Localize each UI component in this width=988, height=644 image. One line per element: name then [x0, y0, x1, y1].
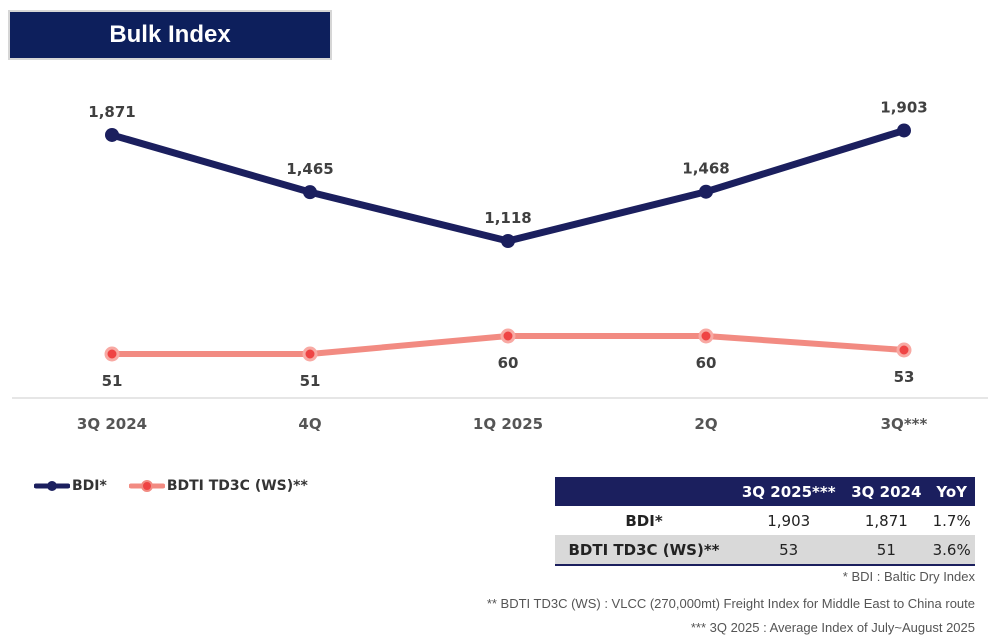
row-header: BDI*: [625, 511, 663, 530]
legend-label: BDTI TD3C (WS)**: [166, 478, 308, 494]
data-point: [104, 346, 120, 362]
page-title: Bulk Index: [8, 10, 332, 60]
legend-label: BDI*: [72, 478, 107, 494]
header-cell: 3Q 2025***: [733, 477, 845, 506]
table-row: BDTI TD3C (WS)** 53 51 3.6%: [555, 535, 975, 566]
line-chart: 3Q 2024 4Q 1Q 2025 2Q 3Q*** 1,871 1,465 1,118 1,…: [12, 98, 988, 433]
x-tick-label: 2Q: [694, 415, 717, 433]
data-label: 60: [498, 354, 519, 372]
legend-bdti-icon: [128, 480, 165, 492]
footnote: * BDI : Baltic Dry Index: [842, 569, 975, 584]
header-cell: 3Q 2024: [844, 477, 929, 506]
cell: 53: [733, 535, 845, 566]
x-tick-label: 4Q: [298, 415, 321, 433]
data-point: [105, 127, 119, 142]
cell: 1,871: [864, 511, 908, 530]
data-point: [897, 123, 911, 138]
footnote: ** BDTI TD3C (WS) : VLCC (270,000mt) Fre…: [486, 596, 975, 611]
legend-item-bdi: BDI*: [34, 478, 107, 494]
data-label: 53: [894, 368, 915, 386]
data-point: [896, 342, 912, 358]
x-tick-label: 3Q 2024: [77, 415, 147, 433]
summary-table: 3Q 2025*** 3Q 2024 YoY BDI* 1,903 1,871 1.7% …: [555, 477, 975, 566]
cell: 1,903: [767, 511, 811, 530]
cell: 3.6%: [928, 535, 975, 566]
data-point: [698, 328, 714, 344]
data-point: [303, 185, 317, 200]
data-point: [302, 346, 318, 362]
data-label: 1,118: [484, 209, 531, 227]
data-point: [501, 234, 515, 248]
cell: 51: [844, 535, 929, 566]
data-point: [699, 184, 713, 199]
footnote: *** 3Q 2025 : Average Index of July~Augu…: [690, 620, 975, 635]
data-label: 1,903: [880, 98, 927, 116]
x-tick-label: 1Q 2025: [473, 415, 543, 433]
data-label: 51: [102, 372, 123, 390]
header-cell: [555, 477, 734, 506]
legend-bdi-icon: [34, 481, 70, 491]
data-label: 60: [696, 354, 717, 372]
data-label: 1,871: [88, 103, 135, 121]
legend-item-bdti: BDTI TD3C (WS)**: [128, 478, 308, 494]
row-header: BDTI TD3C (WS)**: [555, 535, 734, 566]
data-label: 1,468: [682, 160, 729, 178]
legend: BDI* BDTI TD3C (WS)**: [34, 478, 308, 494]
x-tick-label: 3Q***: [881, 415, 928, 433]
data-label: 1,465: [286, 160, 333, 178]
table-row: BDI* 1,903 1,871 1.7%: [555, 506, 975, 535]
cell: 1.7%: [932, 511, 971, 530]
header-cell: YoY: [928, 477, 975, 506]
data-point: [500, 328, 516, 344]
data-label: 51: [300, 372, 321, 390]
